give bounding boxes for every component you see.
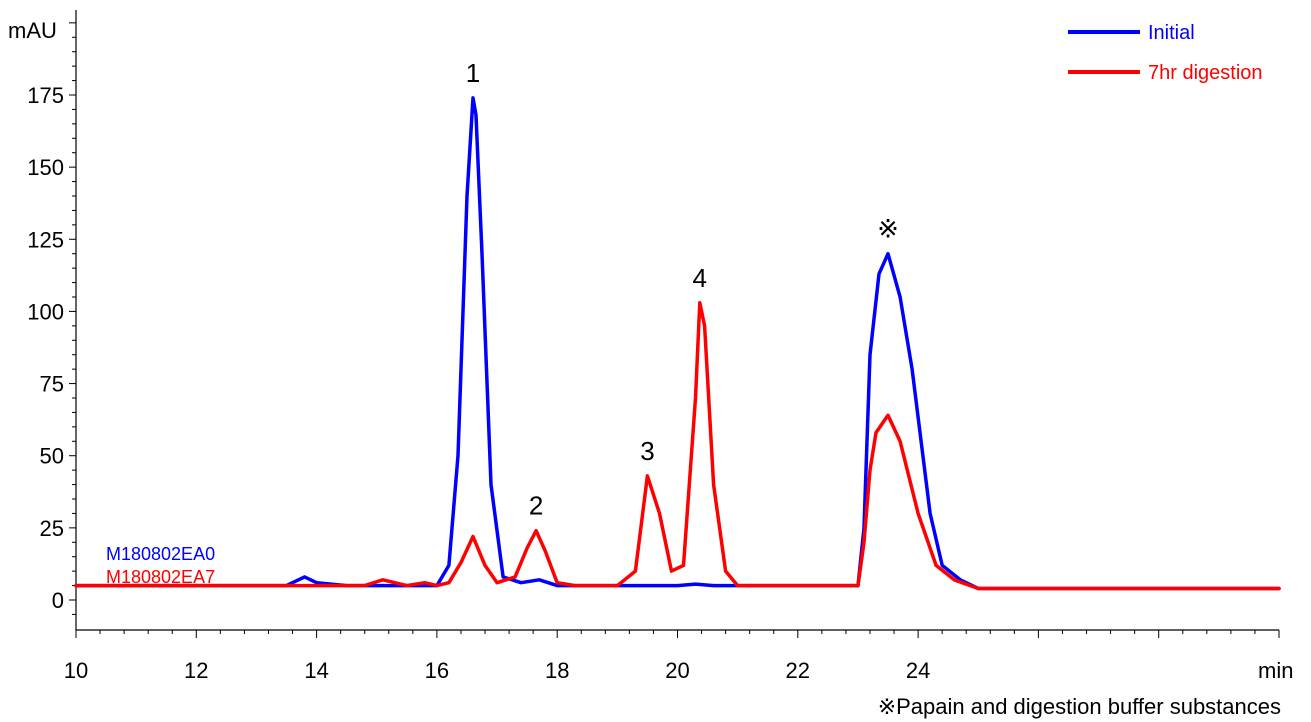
- peak-label: 3: [640, 436, 654, 466]
- x-tick-label: 16: [425, 658, 449, 683]
- series-line-initial: [74, 96, 1281, 591]
- y-tick-label: 75: [40, 372, 64, 397]
- x-tick-label: 14: [304, 658, 328, 683]
- peak-label: 1: [466, 58, 480, 88]
- x-tick-label: 24: [906, 658, 930, 683]
- y-tick-label: 25: [40, 516, 64, 541]
- y-tick-label: 125: [27, 227, 64, 252]
- y-tick-label: 0: [52, 588, 64, 613]
- sample-id-label: M180802EA7: [106, 567, 215, 587]
- sample-labels: M180802EA0 M180802EA7: [106, 544, 215, 587]
- y-axis-unit-label: mAU: [8, 18, 57, 43]
- x-axis-unit-label: min: [1258, 658, 1293, 683]
- y-tick-label: 100: [27, 299, 64, 324]
- x-tick-label: 10: [64, 658, 88, 683]
- peak-label: 4: [693, 263, 707, 293]
- x-tick-label: 22: [786, 658, 810, 683]
- series-layer: [74, 96, 1281, 591]
- y-tick-label: 50: [40, 444, 64, 469]
- y-tick-label: 150: [27, 155, 64, 180]
- series-line-7hr-digestion: [74, 301, 1281, 591]
- y-tick-label: 175: [27, 83, 64, 108]
- x-tick-label: 20: [665, 658, 689, 683]
- legend-label: Initial: [1148, 22, 1195, 44]
- peak-annotations: 1 2 3 4 ※: [466, 58, 899, 521]
- peak-label: ※: [877, 214, 899, 244]
- sample-id-label: M180802EA0: [106, 544, 215, 564]
- x-tick-label: 18: [545, 658, 569, 683]
- x-tick-label: 12: [184, 658, 208, 683]
- footnote: ※Papain and digestion buffer substances: [878, 694, 1281, 719]
- peak-label: 2: [529, 491, 543, 521]
- legend-label: 7hr digestion: [1148, 62, 1263, 84]
- legend: Initial 7hr digestion: [1068, 22, 1263, 84]
